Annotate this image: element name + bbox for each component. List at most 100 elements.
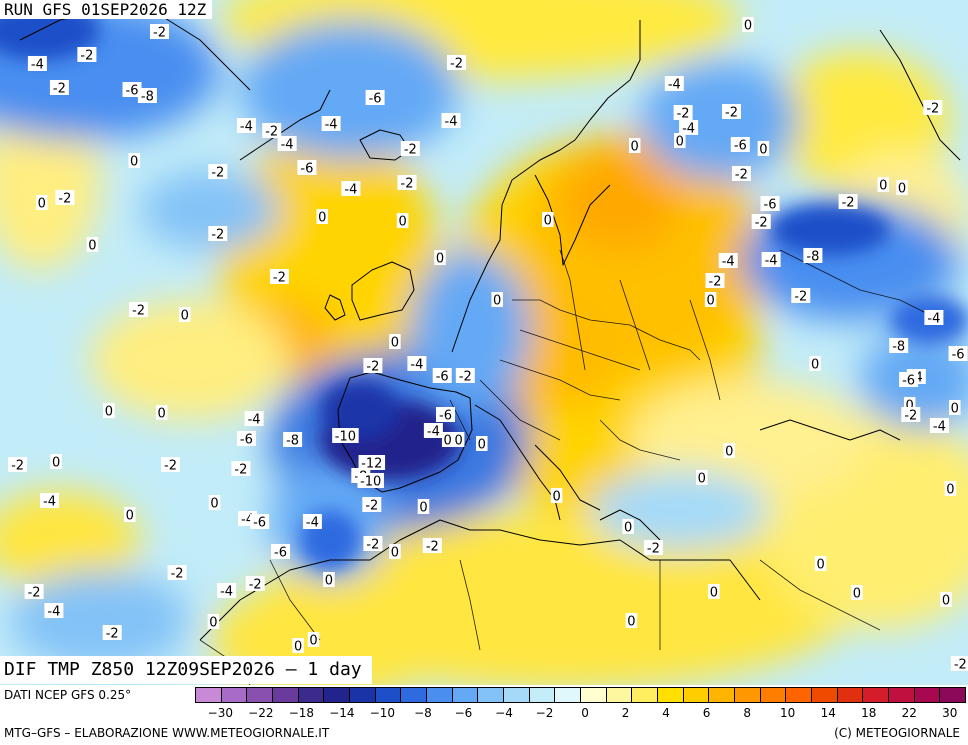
contour-label-text: 0 [294, 640, 302, 655]
legend-color-bar [195, 687, 967, 703]
contour-label-text: 0 [624, 521, 632, 536]
contour-label-text: 0 [309, 634, 317, 649]
contour-label: -2 [161, 457, 180, 474]
legend-tick-label: −8 [414, 706, 432, 720]
contour-label-text: -4 [31, 58, 44, 73]
contour-label-text: -2 [11, 459, 24, 474]
contour-label-text: 0 [126, 509, 134, 524]
contour-label-text: 0 [455, 434, 463, 449]
contour-label: -2 [673, 105, 693, 122]
legend-swatch [503, 687, 530, 703]
contour-label-text: 0 [88, 239, 96, 254]
contour-label: 0 [625, 613, 638, 630]
contour-label-text: -2 [904, 409, 917, 424]
contour-label: -6 [250, 514, 270, 531]
contour-label: 0 [944, 481, 957, 498]
contour-label-text: 0 [544, 214, 552, 229]
contour-label: -4 [40, 493, 59, 510]
contour-label: -10 [357, 473, 384, 490]
legend-tick-label: 0 [581, 706, 589, 720]
contour-label: -6 [365, 90, 385, 107]
contour-label-text: -2 [132, 304, 145, 319]
contour-label-text: -4 [427, 425, 440, 440]
contour-label-text: -6 [126, 84, 139, 99]
legend-swatch [888, 687, 915, 703]
contour-label: -6 [236, 431, 256, 448]
contour-label-text: 0 [444, 434, 452, 449]
contour-label-text: -6 [764, 198, 777, 213]
legend-swatch [708, 687, 736, 703]
temperature-anomaly-map: -2-4-2-2 -6 -8-4 -2-4-4-6-2-4-2-6-4 -2-20-20… [0, 0, 968, 685]
contour-label: 0 [389, 334, 401, 351]
legend-tick-label: −22 [248, 706, 274, 720]
contour-label: -8 [803, 248, 823, 265]
legend-tick-label: −18 [288, 706, 315, 720]
contour-label: -2 [269, 269, 289, 286]
contour-label-text: -6 [902, 374, 915, 389]
contour-label: -8 [283, 432, 303, 449]
contour-label-text: 0 [398, 215, 406, 230]
run-label: RUN GFS 01SEP2026 12Z [0, 0, 213, 19]
contour-labels: -2-4-2-2 -6 -8-4 -2-4-4-6-2-4-2-6-4 -2-20-20… [8, 17, 968, 673]
contour-label: -4 [423, 423, 443, 440]
contour-label-text: -6 [253, 516, 266, 531]
contour-label-text: 0 [906, 399, 914, 414]
contour-label-text: -10 [335, 430, 356, 445]
contour-label-text: 0 [181, 309, 189, 324]
contour-label: -2 [167, 565, 187, 582]
legend-tick-label: −10 [369, 706, 396, 720]
contour-label: -2 [245, 576, 265, 593]
contour-label-text: -4 [306, 516, 319, 531]
contour-label: 0 [124, 507, 136, 524]
contour-label: -6 [760, 196, 780, 213]
contour-label-text: -4 [722, 255, 735, 270]
contour-label-text: 0 [631, 140, 639, 155]
contour-label-text: 0 [627, 615, 635, 630]
contour-label: -4 [929, 418, 949, 435]
contour-label-text: -4 [220, 585, 233, 600]
legend-swatch [836, 687, 864, 703]
contour-label: 0 [323, 572, 335, 589]
contour-label: -2 [400, 141, 420, 158]
contour-label-text: -6 [300, 162, 313, 177]
contour-label: 0 [476, 436, 488, 453]
legend-swatch [554, 687, 582, 703]
contour-label-text: -2 [842, 196, 855, 211]
contour-label-text: -4 [240, 120, 253, 135]
contour-label: -2 [397, 175, 417, 192]
legend-swatch [246, 687, 274, 703]
copyright-text: (C) METEOGIORNALE [834, 726, 960, 740]
contour-label-text: -2 [211, 166, 224, 181]
contour-label: 0 [949, 400, 961, 417]
contour-label-text: -2 [234, 463, 247, 478]
contour-label: -4 [718, 253, 738, 270]
contour-label: 0 [708, 584, 720, 601]
contour-label: -4 [277, 136, 297, 153]
legend-swatch [297, 687, 325, 703]
contour-label: -2 [455, 368, 475, 385]
legend-swatch [477, 687, 505, 703]
contour-label: -4 [302, 514, 322, 531]
contour-label: -2 [705, 273, 725, 290]
contour-label: -4 [244, 411, 264, 428]
contour-label-text: -2 [677, 107, 690, 122]
legend-swatch [272, 687, 299, 703]
contour-label-text: -2 [426, 540, 439, 555]
legend-swatch [605, 687, 633, 703]
contour-label-text: 0 [816, 558, 824, 573]
contour-label: -6 [122, 82, 142, 99]
contour-label: -4 [679, 120, 699, 137]
contour-label: 0 [434, 250, 446, 267]
contour-label-text: -2 [450, 57, 463, 72]
contour-label-text: 0 [744, 19, 752, 34]
contour-label-text: -2 [459, 370, 472, 385]
contour-label-text: -6 [952, 348, 965, 363]
contour-label-text: -2 [28, 586, 41, 601]
contour-label: -6 [432, 368, 452, 385]
legend-swatch [913, 687, 941, 703]
contour-label-text: 0 [391, 546, 399, 561]
contour-label-text: 0 [209, 616, 217, 631]
contour-label: -12 [358, 455, 386, 472]
contour-label: -2 [363, 358, 383, 375]
contour-label-text: -2 [926, 102, 939, 117]
